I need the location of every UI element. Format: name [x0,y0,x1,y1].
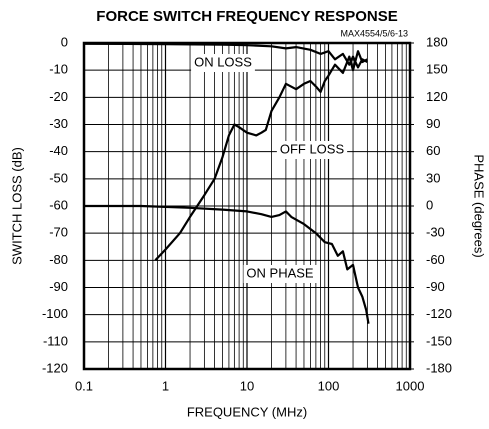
y2-tick-label: 0 [426,197,433,212]
series-label: ON LOSS [194,54,252,69]
y2-tick-label: -60 [426,252,445,267]
y2-tick-label: -30 [426,225,445,240]
y2-tick-label: 180 [426,34,448,49]
y2-tick-label: -150 [426,333,452,348]
chart-title: FORCE SWITCH FREQUENCY RESPONSE [96,8,397,25]
series-label-bg [243,265,317,283]
y-tick-label: -20 [49,89,68,104]
x-tick-label: 1000 [396,378,425,393]
x-axis-label: FREQUENCY (MHz) [187,404,307,419]
y-tick-label: -30 [49,116,68,131]
series-label: ON PHASE [246,265,314,280]
x-tick-label: 1 [162,378,169,393]
y-tick-label: -60 [49,197,68,212]
y-tick-label: -40 [49,143,68,158]
y2-tick-label: -180 [426,360,452,375]
y2-axis-label: PHASE (degrees) [472,154,487,257]
x-tick-label: 10 [240,378,254,393]
y-tick-label: 0 [61,34,68,49]
y-axis-label: SWITCH LOSS (dB) [9,147,24,265]
y2-tick-label: 60 [426,143,440,158]
y-tick-label: -10 [49,62,68,77]
series-line [154,50,368,262]
y-tick-label: -80 [49,252,68,267]
y2-tick-label: 120 [426,89,448,104]
y2-tick-label: -120 [426,306,452,321]
series-line [84,204,370,324]
series-label-bg [191,54,255,72]
series-label: OFF LOSS [280,141,345,156]
y2-tick-label: 150 [426,62,448,77]
y2-tick-label: 30 [426,170,440,185]
y-tick-label: -110 [43,333,68,348]
note: MAX4554/5/6-13 [340,28,408,38]
y-tick-label: -120 [42,360,68,375]
x-tick-label: 0.1 [75,378,93,393]
y-tick-label: -100 [42,306,68,321]
y2-tick-label: -90 [426,279,445,294]
series-label-bg [276,141,348,159]
y-tick-label: -70 [49,225,68,240]
y-tick-label: -90 [49,279,68,294]
y-tick-label: -50 [49,170,68,185]
y2-tick-label: 90 [426,116,440,131]
x-tick-label: 100 [318,378,340,393]
